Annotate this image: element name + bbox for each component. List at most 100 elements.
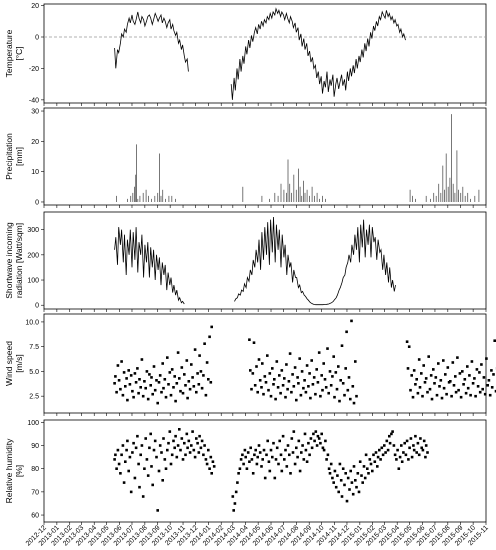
humidity-point bbox=[316, 434, 320, 438]
humidity-point bbox=[379, 458, 382, 461]
humidity-point bbox=[246, 451, 250, 454]
humidity-point bbox=[236, 481, 239, 484]
wind-point bbox=[253, 384, 257, 387]
wind-point bbox=[161, 362, 164, 365]
humidity-point bbox=[169, 462, 173, 466]
wind-point bbox=[478, 371, 481, 374]
wind-point bbox=[129, 374, 133, 377]
humidity-point bbox=[205, 462, 209, 466]
wind-point bbox=[262, 392, 265, 396]
wind-point bbox=[267, 388, 270, 392]
humidity-point bbox=[417, 453, 421, 457]
humidity-point bbox=[256, 455, 259, 459]
wind-point bbox=[439, 379, 443, 382]
humidity-point bbox=[395, 458, 398, 461]
wind-point bbox=[169, 393, 173, 397]
humidity-point bbox=[280, 469, 284, 473]
wind-point bbox=[187, 380, 191, 383]
wind-point bbox=[449, 380, 452, 383]
wind-point bbox=[411, 395, 415, 399]
wind-point bbox=[152, 365, 156, 368]
humidity-point bbox=[408, 446, 411, 450]
wind-point bbox=[434, 376, 438, 379]
humidity-point bbox=[145, 458, 149, 461]
temperature-ytick-label: 0 bbox=[35, 35, 39, 42]
wind-point bbox=[157, 381, 161, 384]
humidity-point bbox=[369, 462, 373, 466]
wind-point bbox=[131, 389, 134, 393]
wind-point bbox=[202, 374, 205, 377]
wind-point bbox=[470, 360, 474, 363]
humidity-point bbox=[137, 462, 140, 466]
humidity-point bbox=[360, 474, 363, 477]
humidity-point bbox=[309, 437, 313, 440]
wind-point bbox=[160, 390, 163, 394]
humidity-point bbox=[173, 446, 176, 450]
radiation-series-line bbox=[114, 227, 185, 305]
wind-point bbox=[493, 339, 496, 342]
humidity-point bbox=[329, 462, 333, 466]
wind-point bbox=[297, 382, 300, 385]
wind-point bbox=[454, 375, 457, 378]
wind-point bbox=[437, 362, 440, 365]
humidity-point bbox=[295, 446, 298, 450]
wind-point bbox=[473, 377, 476, 380]
humidity-point bbox=[260, 465, 263, 468]
wind-point bbox=[150, 376, 153, 379]
wind-point bbox=[428, 387, 432, 391]
humidity-point bbox=[167, 441, 170, 445]
humidity-point bbox=[253, 453, 256, 457]
humidity-point bbox=[393, 453, 397, 457]
humidity-point bbox=[301, 444, 304, 447]
humidity-point bbox=[419, 437, 422, 440]
wind-point bbox=[137, 391, 140, 395]
humidity-point bbox=[210, 472, 213, 475]
humidity-point bbox=[322, 448, 326, 452]
wind-point bbox=[260, 386, 263, 389]
wind-point bbox=[273, 378, 276, 381]
humidity-point bbox=[405, 439, 409, 443]
wind-point bbox=[167, 383, 170, 386]
humidity-point bbox=[357, 490, 361, 494]
wind-point bbox=[314, 392, 317, 396]
humidity-point bbox=[124, 460, 127, 463]
wind-point bbox=[435, 393, 439, 397]
humidity-point bbox=[181, 458, 185, 461]
wind-point bbox=[482, 376, 486, 379]
humidity-ylabel: Relative humidity[%] bbox=[4, 438, 24, 503]
wind-point bbox=[423, 381, 427, 384]
humidity-point bbox=[183, 441, 186, 445]
wind-point bbox=[450, 394, 453, 398]
wind-point bbox=[285, 363, 288, 366]
wind-point bbox=[424, 377, 428, 380]
humidity-ytick-label: 90 bbox=[31, 443, 39, 450]
wind-point bbox=[284, 395, 287, 399]
wind-point bbox=[483, 392, 487, 396]
humidity-point bbox=[250, 458, 254, 461]
wind-point bbox=[320, 374, 323, 377]
wind-point bbox=[268, 372, 272, 375]
wind-point bbox=[440, 396, 444, 400]
humidity-point bbox=[378, 448, 381, 452]
humidity-point bbox=[192, 448, 196, 452]
wind-point bbox=[145, 370, 149, 373]
wind-point bbox=[192, 385, 196, 388]
wind-point bbox=[210, 325, 213, 329]
humidity-point bbox=[269, 448, 273, 452]
precipitation-ytick-label: 10 bbox=[31, 169, 39, 176]
wind-point bbox=[146, 397, 150, 401]
humidity-point bbox=[286, 444, 290, 447]
humidity-point bbox=[148, 446, 151, 450]
temperature-ytick-label: -20 bbox=[29, 66, 39, 73]
humidity-point bbox=[368, 458, 372, 461]
wind-point bbox=[274, 397, 277, 401]
humidity-point bbox=[341, 467, 345, 470]
wind-point bbox=[492, 373, 495, 376]
humidity-point bbox=[410, 455, 414, 459]
wind-point bbox=[193, 348, 197, 351]
wind-point bbox=[149, 384, 152, 387]
humidity-point bbox=[346, 476, 350, 480]
wind-point bbox=[341, 382, 345, 385]
humidity-point bbox=[113, 458, 116, 461]
